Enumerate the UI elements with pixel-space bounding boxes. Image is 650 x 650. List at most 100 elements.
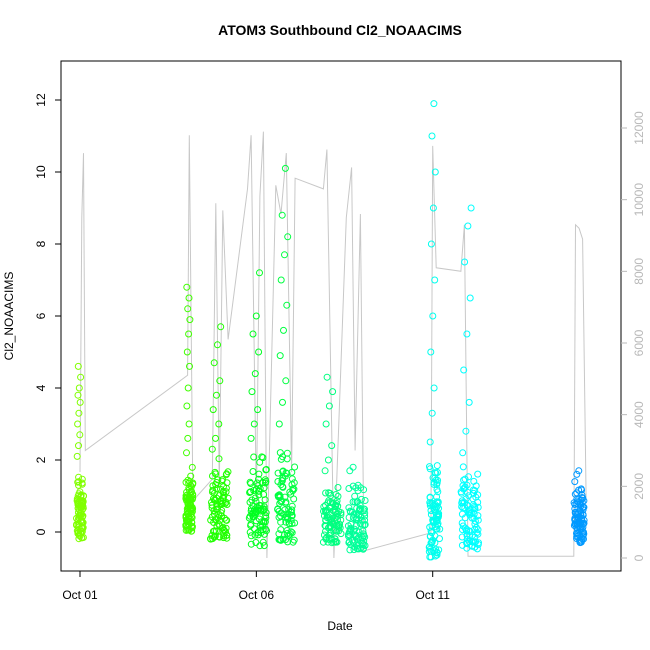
data-point (183, 283, 191, 291)
data-point (580, 528, 587, 536)
data-point (469, 486, 477, 494)
data-point (257, 529, 265, 537)
data-point (475, 539, 482, 547)
data-point (258, 518, 266, 526)
data-point (185, 420, 193, 428)
data-point (337, 516, 345, 524)
data-point (277, 481, 285, 489)
data-point (426, 438, 434, 446)
data-point (215, 510, 223, 518)
data-point (211, 532, 219, 540)
data-point (336, 520, 344, 528)
data-point (462, 495, 470, 503)
data-point (337, 511, 345, 519)
data-point (275, 420, 283, 428)
data-point (214, 341, 221, 349)
data-point (285, 506, 293, 514)
data-point (457, 488, 465, 496)
data-point (429, 546, 437, 554)
data-point (75, 481, 82, 489)
data-point (346, 467, 354, 475)
y-tick-label: 2 (34, 456, 48, 463)
data-point (249, 468, 257, 475)
data-point (76, 398, 84, 406)
data-point (571, 490, 579, 498)
data-point (351, 525, 359, 533)
data-point (255, 475, 262, 483)
data-point (77, 503, 85, 511)
data-point (330, 526, 338, 534)
series-flight-oct04a (182, 283, 197, 535)
plot-frame (60, 60, 622, 572)
y2-tick-label: 2000 (632, 473, 646, 500)
data-point (220, 526, 227, 534)
data-point (359, 541, 367, 549)
y-tick-label: 10 (34, 165, 48, 179)
data-point (276, 352, 284, 360)
data-point (290, 485, 298, 493)
data-point (246, 528, 254, 536)
data-point (75, 442, 82, 450)
data-point (208, 498, 215, 506)
data-point (575, 522, 583, 530)
data-point (461, 514, 469, 522)
data-point (213, 391, 220, 399)
data-point (573, 470, 581, 478)
data-point (474, 503, 482, 511)
data-point (251, 370, 259, 378)
data-point (360, 486, 368, 494)
y-axis-label: Cl2_NOAACIMS (2, 272, 16, 361)
data-point (356, 520, 364, 528)
y2-tick-label: 4000 (632, 401, 646, 428)
data-point (256, 542, 264, 550)
data-point (430, 384, 438, 392)
data-point (280, 326, 287, 334)
data-point (288, 502, 296, 510)
data-point (247, 480, 255, 487)
y-tick-label: 0 (34, 528, 48, 535)
data-point (247, 507, 255, 515)
data-point (215, 420, 223, 428)
data-point (321, 467, 329, 475)
data-point (346, 532, 354, 540)
data-point (467, 204, 475, 212)
y-tick-label: 12 (34, 93, 48, 107)
data-point (432, 469, 440, 477)
data-point (185, 330, 193, 338)
data-point (458, 541, 466, 549)
data-point (472, 493, 480, 501)
data-point (260, 484, 268, 492)
data-point (436, 525, 444, 533)
data-point (361, 497, 369, 504)
data-point (433, 479, 441, 487)
data-point (277, 526, 285, 534)
series-flight-oct14 (570, 467, 588, 547)
data-point (247, 520, 255, 528)
data-point (184, 434, 192, 442)
data-point (260, 491, 268, 498)
data-point (256, 458, 264, 466)
data-point (256, 502, 264, 509)
data-point (223, 470, 231, 478)
chart-title: ATOM3 Southbound Cl2_NOAACIMS (218, 22, 462, 38)
data-point (254, 406, 262, 414)
data-point (427, 511, 435, 519)
data-point (223, 531, 231, 539)
data-point (287, 490, 295, 498)
data-point (325, 402, 333, 410)
data-point (345, 485, 353, 492)
data-point (334, 484, 342, 491)
data-point (208, 445, 216, 453)
y-tick-label: 4 (34, 384, 48, 391)
data-point (247, 434, 255, 442)
data-point (433, 525, 441, 533)
y-tick-label: 6 (34, 312, 48, 319)
data-point (212, 434, 219, 442)
data-point (461, 483, 469, 491)
data-point (222, 488, 230, 496)
data-point (472, 524, 480, 531)
data-point (322, 489, 330, 497)
data-point (354, 545, 362, 553)
data-point (571, 478, 579, 486)
data-point (474, 516, 482, 524)
